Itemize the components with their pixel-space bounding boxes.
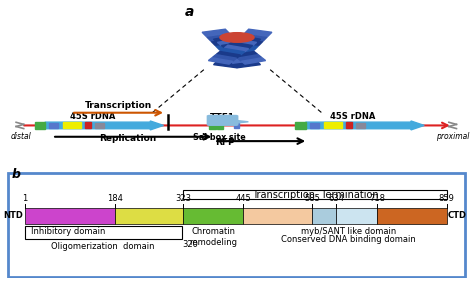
Bar (234, 123, 239, 128)
Polygon shape (218, 39, 242, 45)
Polygon shape (209, 58, 233, 64)
Polygon shape (218, 56, 245, 63)
Polygon shape (237, 36, 261, 42)
Text: CTD: CTD (447, 211, 466, 220)
Text: 45S rDNA: 45S rDNA (330, 112, 376, 121)
Text: distal: distal (11, 132, 32, 141)
Bar (85, 123, 91, 128)
Polygon shape (234, 51, 257, 58)
Text: 859: 859 (439, 194, 455, 203)
Ellipse shape (220, 33, 254, 42)
Text: 585: 585 (304, 194, 320, 203)
Polygon shape (232, 39, 256, 45)
Polygon shape (236, 38, 263, 45)
Bar (183, 208, 243, 224)
Polygon shape (213, 36, 237, 42)
Polygon shape (240, 34, 267, 41)
Polygon shape (237, 55, 262, 61)
Polygon shape (214, 61, 241, 68)
Bar (217, 122, 223, 129)
Text: Conserved DNA binding domain: Conserved DNA binding domain (282, 235, 416, 244)
Polygon shape (241, 58, 265, 64)
Bar (346, 123, 352, 128)
Polygon shape (226, 45, 250, 51)
Text: 718: 718 (369, 194, 385, 203)
Text: proximal: proximal (436, 132, 469, 141)
Polygon shape (220, 47, 247, 54)
Bar (209, 122, 216, 129)
Text: Replication: Replication (100, 134, 156, 143)
Polygon shape (202, 29, 229, 36)
Polygon shape (207, 34, 234, 41)
Text: Transcription  Termination: Transcription Termination (252, 190, 378, 200)
Polygon shape (229, 48, 254, 55)
Text: 634: 634 (328, 194, 344, 203)
Text: 45S rDNA: 45S rDNA (70, 112, 115, 121)
Bar (243, 208, 312, 224)
Bar (63, 123, 81, 128)
Polygon shape (220, 48, 245, 55)
FancyArrow shape (306, 121, 424, 130)
Text: RFP: RFP (215, 138, 235, 147)
Polygon shape (233, 61, 260, 68)
Polygon shape (222, 52, 250, 59)
Text: Transcription: Transcription (85, 101, 152, 110)
Bar (183, 190, 447, 199)
Polygon shape (216, 43, 243, 50)
Text: 184: 184 (107, 194, 123, 203)
Bar (377, 208, 447, 224)
Bar (310, 123, 319, 128)
FancyArrow shape (45, 121, 164, 130)
FancyBboxPatch shape (207, 115, 238, 126)
Text: Inhibitory domain: Inhibitory domain (31, 227, 105, 236)
Text: Sal box site: Sal box site (192, 133, 246, 142)
Text: a: a (185, 5, 194, 19)
Text: 323: 323 (175, 194, 191, 203)
Polygon shape (211, 38, 238, 45)
Polygon shape (221, 42, 246, 48)
Bar (336, 208, 377, 224)
Polygon shape (245, 29, 272, 36)
Bar (115, 208, 183, 224)
Text: myb/SANT like domain: myb/SANT like domain (301, 227, 396, 236)
Polygon shape (227, 47, 254, 54)
Bar (35, 122, 45, 129)
Text: b: b (12, 168, 21, 181)
Bar (295, 122, 306, 129)
Bar (324, 123, 342, 128)
Polygon shape (224, 52, 252, 59)
Text: 1: 1 (22, 194, 27, 203)
Polygon shape (212, 55, 237, 61)
Polygon shape (229, 56, 256, 63)
Bar (49, 123, 58, 128)
Polygon shape (228, 42, 253, 48)
Polygon shape (224, 45, 248, 51)
Text: 445: 445 (235, 194, 251, 203)
Text: 320: 320 (182, 240, 199, 249)
Bar (356, 123, 365, 128)
Polygon shape (217, 51, 240, 58)
Text: TTF1: TTF1 (210, 113, 236, 122)
Bar (25, 226, 182, 239)
Polygon shape (231, 43, 258, 50)
Text: NTD: NTD (4, 211, 23, 220)
Bar (25, 208, 115, 224)
Text: Oligomerization  domain: Oligomerization domain (52, 242, 155, 251)
Bar (312, 208, 336, 224)
Polygon shape (236, 120, 248, 123)
Bar (95, 123, 104, 128)
Text: Chromatin
remodeling: Chromatin remodeling (189, 227, 237, 247)
